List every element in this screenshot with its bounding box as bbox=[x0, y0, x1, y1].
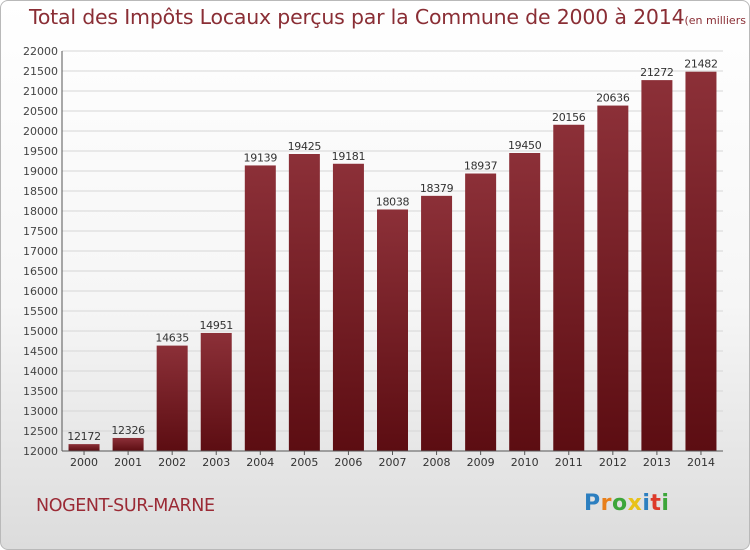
bar-2013 bbox=[641, 80, 673, 452]
y-tick-label: 20500 bbox=[23, 105, 58, 118]
y-tick-label: 19000 bbox=[23, 165, 58, 178]
data-label-2014: 21482 bbox=[684, 58, 718, 71]
x-tick-label: 2006 bbox=[334, 456, 362, 469]
commune-name: NOGENT-SUR-MARNE bbox=[36, 496, 215, 516]
y-tick-label: 21000 bbox=[23, 85, 58, 98]
x-tick-label: 2004 bbox=[246, 456, 274, 469]
data-label-2003: 14951 bbox=[199, 319, 233, 332]
data-label-2010: 19450 bbox=[508, 139, 542, 152]
y-tick-label: 19500 bbox=[23, 145, 58, 158]
data-label-2011: 20156 bbox=[552, 111, 586, 124]
data-label-2009: 18937 bbox=[464, 160, 498, 173]
chart-title-main: Total des Impôts Locaux perçus par la Co… bbox=[29, 5, 685, 29]
x-tick-label: 2003 bbox=[202, 456, 230, 469]
data-label-2001: 12326 bbox=[111, 424, 145, 437]
bars bbox=[68, 71, 717, 452]
y-tick-label: 17500 bbox=[23, 225, 58, 238]
bar-2007 bbox=[377, 209, 408, 451]
y-tick-label: 18500 bbox=[23, 185, 58, 198]
y-tick-label: 16000 bbox=[23, 285, 58, 298]
logo-letter: P bbox=[584, 491, 601, 516]
data-label-2008: 18379 bbox=[420, 182, 454, 195]
bar-2014 bbox=[685, 71, 717, 451]
data-label-2006: 19181 bbox=[332, 150, 366, 163]
data-label-2013: 21272 bbox=[640, 66, 674, 79]
y-tick-label: 21500 bbox=[23, 65, 58, 78]
y-tick-label: 20000 bbox=[23, 125, 58, 138]
chart-title-unit: (en milliers d'€) bbox=[684, 14, 749, 27]
logo-letter: r bbox=[600, 491, 612, 516]
y-tick-label: 13500 bbox=[23, 385, 58, 398]
x-tick-label: 2002 bbox=[158, 456, 186, 469]
y-tick-label: 22000 bbox=[23, 45, 58, 58]
bar-2005 bbox=[288, 154, 320, 451]
x-tick-label: 2001 bbox=[114, 456, 142, 469]
x-tick-label: 2011 bbox=[555, 456, 583, 469]
bar-2006 bbox=[332, 163, 364, 451]
y-tick-label: 15000 bbox=[23, 325, 58, 338]
bar-2004 bbox=[244, 165, 276, 451]
y-tick-label: 17000 bbox=[23, 245, 58, 258]
x-tick-label: 2008 bbox=[423, 456, 451, 469]
logo-letter: t bbox=[650, 491, 662, 516]
data-labels: 12172 12326 14635 14951 19139 19425 19181 18038… bbox=[67, 58, 718, 443]
bar-2008 bbox=[421, 195, 453, 451]
y-tick-label: 18000 bbox=[23, 205, 58, 218]
bar-2011 bbox=[553, 124, 585, 451]
bar-2001 bbox=[112, 437, 144, 451]
x-tick-label: 2000 bbox=[70, 456, 98, 469]
x-tick-label: 2007 bbox=[379, 456, 407, 469]
logo-letter: i bbox=[642, 491, 651, 516]
y-tick-label: 15500 bbox=[23, 305, 58, 318]
data-label-2000: 12172 bbox=[67, 430, 101, 443]
x-tick-label: 2014 bbox=[687, 456, 715, 469]
y-tick-label: 12500 bbox=[23, 425, 58, 438]
data-label-2004: 19139 bbox=[244, 151, 278, 164]
x-tick-label: 2013 bbox=[643, 456, 671, 469]
x-tick-label: 2012 bbox=[599, 456, 627, 469]
proxiti-logo[interactable]: Proxiti bbox=[584, 491, 669, 516]
y-tick-label: 14000 bbox=[23, 365, 58, 378]
logo-letter: i bbox=[661, 491, 670, 516]
data-label-2012: 20636 bbox=[596, 92, 630, 105]
data-label-2007: 18038 bbox=[376, 195, 410, 208]
bar-2002 bbox=[156, 345, 188, 451]
bar-2003 bbox=[200, 332, 232, 451]
y-tick-label: 14500 bbox=[23, 345, 58, 358]
axes: 12000 12500 13000 13500 14000 14500 15000 15500… bbox=[23, 45, 723, 469]
x-tick-label: 2005 bbox=[290, 456, 318, 469]
chart-title: Total des Impôts Locaux perçus par la Co… bbox=[29, 5, 749, 29]
data-label-2002: 14635 bbox=[155, 332, 189, 345]
x-tick-label: 2010 bbox=[511, 456, 539, 469]
bar-2009 bbox=[465, 173, 497, 451]
bar-2010 bbox=[509, 153, 541, 451]
y-tick-label: 13000 bbox=[23, 405, 58, 418]
bar-2000 bbox=[68, 444, 100, 451]
y-tick-label: 16500 bbox=[23, 265, 58, 278]
data-label-2005: 19425 bbox=[288, 140, 322, 153]
logo-letter: o bbox=[611, 491, 628, 516]
logo-letter: x bbox=[627, 491, 643, 516]
y-tick-label: 12000 bbox=[23, 445, 58, 458]
x-tick-label: 2009 bbox=[467, 456, 495, 469]
bar-2012 bbox=[597, 105, 629, 451]
